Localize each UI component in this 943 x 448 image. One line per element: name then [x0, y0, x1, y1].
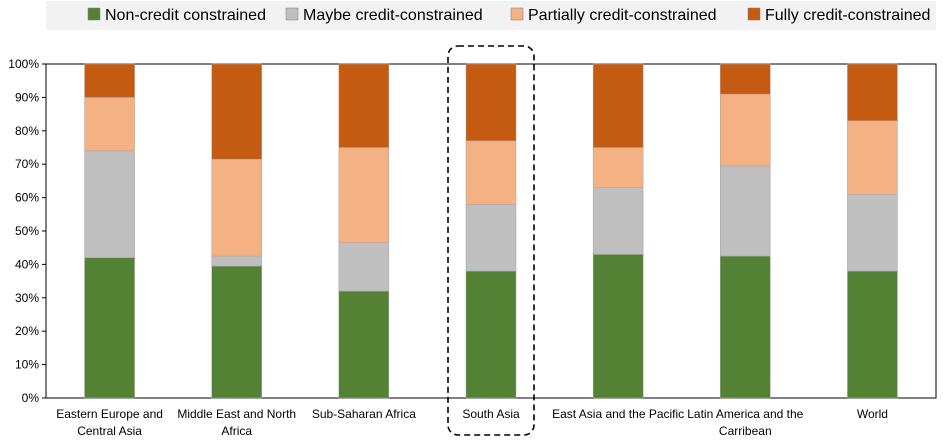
bar-segment-2 — [720, 165, 771, 257]
bar-segment-2 — [465, 204, 517, 272]
x-category-label: Latin America and the — [687, 407, 803, 421]
bar-segment-3 — [84, 97, 135, 152]
legend: Non-credit constrained Maybe credit-const… — [87, 7, 930, 24]
x-category-label: Sub-Saharan Africa — [312, 407, 416, 421]
bar-segment-4 — [84, 63, 135, 98]
y-tick-label: 70% — [15, 157, 39, 171]
bar-segment-3 — [720, 93, 771, 167]
legend-label-2: Maybe credit-constrained — [303, 7, 483, 24]
bar-segment-1 — [338, 290, 390, 399]
x-category-label: Central Asia — [77, 424, 142, 438]
bar-segment-4 — [211, 63, 262, 160]
legend-label-3: Partially credit-constrained — [528, 7, 717, 24]
x-axis: Eastern Europe and Central Asia Middle Eas… — [56, 407, 888, 438]
x-category-label: Eastern Europe and — [56, 407, 163, 421]
x-category-label: Carribean — [719, 424, 772, 438]
x-category-label: Middle East and North — [177, 407, 296, 421]
y-tick-label: 80% — [15, 124, 39, 138]
legend-label-1: Non-credit constrained — [105, 7, 266, 24]
y-tick-label: 100% — [8, 57, 39, 71]
bar-segment-1 — [720, 255, 771, 399]
y-axis: 0% 10% 20% 30% 40% 50% 60% 70% 80% 90% 100% — [8, 57, 46, 405]
y-tick-label: 40% — [15, 257, 39, 271]
bars — [84, 63, 898, 399]
bar-segment-2 — [847, 194, 898, 272]
bar-segment-3 — [592, 147, 644, 188]
bar-segment-3 — [847, 120, 898, 195]
x-category-label: World — [857, 407, 888, 421]
legend-label-4: Fully credit-constrained — [765, 7, 930, 24]
legend-background — [46, 1, 936, 30]
y-tick-label: 50% — [15, 224, 39, 238]
bar-segment-1 — [847, 270, 898, 399]
bar-segment-3 — [211, 158, 262, 257]
bar-segment-2 — [338, 242, 390, 292]
y-tick-label: 60% — [15, 191, 39, 205]
legend-swatch-4 — [747, 7, 761, 21]
y-tick-label: 30% — [15, 291, 39, 305]
x-category-label: Africa — [221, 424, 252, 438]
bar-segment-4 — [338, 63, 390, 148]
bar-segment-3 — [338, 147, 390, 243]
bar-segment-2 — [592, 187, 644, 255]
bar-segment-4 — [847, 63, 898, 122]
y-tick-label: 90% — [15, 90, 39, 104]
highlight-box — [447, 45, 535, 436]
bar-segment-2 — [84, 150, 135, 258]
legend-swatch-3 — [510, 7, 524, 21]
x-category-label: East Asia and the Pacific — [552, 407, 684, 421]
y-tick-label: 10% — [15, 358, 39, 372]
bar-segment-4 — [465, 63, 517, 142]
legend-swatch-1 — [87, 7, 101, 21]
y-tick-label: 20% — [15, 324, 39, 338]
x-category-label: South Asia — [462, 407, 520, 421]
y-tick-label: 0% — [22, 391, 40, 405]
bar-segment-1 — [211, 265, 262, 399]
bar-segment-1 — [592, 254, 644, 399]
bar-segment-4 — [720, 63, 771, 95]
bar-segment-3 — [465, 140, 517, 205]
bar-segment-1 — [465, 270, 517, 399]
highlight — [447, 45, 535, 436]
legend-swatch-2 — [285, 7, 299, 21]
bar-segment-4 — [592, 63, 644, 148]
bar-segment-2 — [211, 255, 262, 267]
bar-segment-1 — [84, 257, 135, 399]
